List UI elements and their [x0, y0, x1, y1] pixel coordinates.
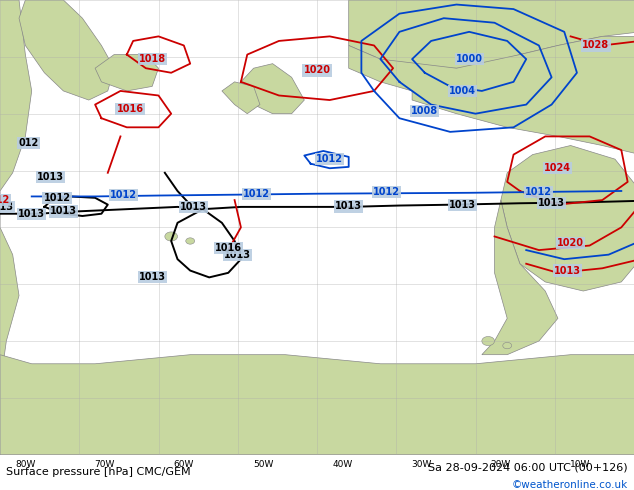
Text: 1013: 1013 [538, 198, 565, 208]
Polygon shape [0, 355, 634, 455]
Text: 012: 012 [18, 138, 39, 148]
Text: 20W: 20W [491, 460, 511, 469]
Circle shape [482, 337, 495, 345]
Text: 1016: 1016 [117, 104, 143, 114]
Text: 1024: 1024 [545, 163, 571, 173]
Text: 1004: 1004 [450, 86, 476, 96]
Text: 1012: 1012 [526, 187, 552, 197]
Polygon shape [19, 0, 114, 100]
Text: 1013: 1013 [554, 266, 581, 275]
Text: 1008: 1008 [411, 106, 438, 117]
Text: 1013: 1013 [0, 202, 13, 212]
Text: 1013: 1013 [18, 209, 45, 219]
Polygon shape [349, 36, 634, 155]
Text: 1013: 1013 [50, 206, 77, 217]
Text: 1028: 1028 [583, 41, 609, 50]
Polygon shape [482, 200, 558, 355]
Text: 1012: 1012 [44, 193, 70, 203]
Text: 1012: 1012 [373, 187, 400, 197]
Text: 70W: 70W [94, 460, 115, 469]
Text: 012: 012 [0, 195, 10, 205]
Circle shape [503, 343, 512, 349]
Text: 1000: 1000 [456, 54, 482, 64]
Text: 1013: 1013 [180, 202, 207, 212]
Text: 1012: 1012 [243, 189, 270, 199]
Text: 1013: 1013 [139, 272, 165, 282]
Polygon shape [349, 0, 634, 68]
Circle shape [186, 238, 195, 244]
Circle shape [165, 232, 178, 241]
Text: 1012: 1012 [316, 154, 343, 164]
Text: 1020: 1020 [304, 66, 330, 75]
Text: Sa 28-09-2024 06:00 UTC (00+126): Sa 28-09-2024 06:00 UTC (00+126) [428, 462, 628, 472]
Text: 1013: 1013 [450, 199, 476, 210]
Polygon shape [95, 54, 158, 91]
Text: 60W: 60W [174, 460, 194, 469]
Text: 30W: 30W [411, 460, 432, 469]
Text: 10W: 10W [570, 460, 590, 469]
Text: 1013: 1013 [224, 249, 251, 260]
Text: 1013: 1013 [335, 201, 362, 212]
Polygon shape [241, 64, 304, 114]
Polygon shape [222, 82, 260, 114]
Text: 40W: 40W [332, 460, 353, 469]
Text: ©weatheronline.co.uk: ©weatheronline.co.uk [512, 480, 628, 490]
Polygon shape [501, 146, 634, 291]
Text: 1020: 1020 [557, 238, 584, 248]
Text: 50W: 50W [253, 460, 273, 469]
Text: 1018: 1018 [139, 54, 165, 64]
Text: Surface pressure [hPa] CMC/GEM: Surface pressure [hPa] CMC/GEM [6, 467, 191, 477]
Text: 80W: 80W [15, 460, 36, 469]
Text: 1013: 1013 [37, 172, 64, 182]
Text: 1016: 1016 [215, 243, 242, 253]
Polygon shape [0, 0, 32, 455]
Text: 1012: 1012 [110, 190, 137, 199]
